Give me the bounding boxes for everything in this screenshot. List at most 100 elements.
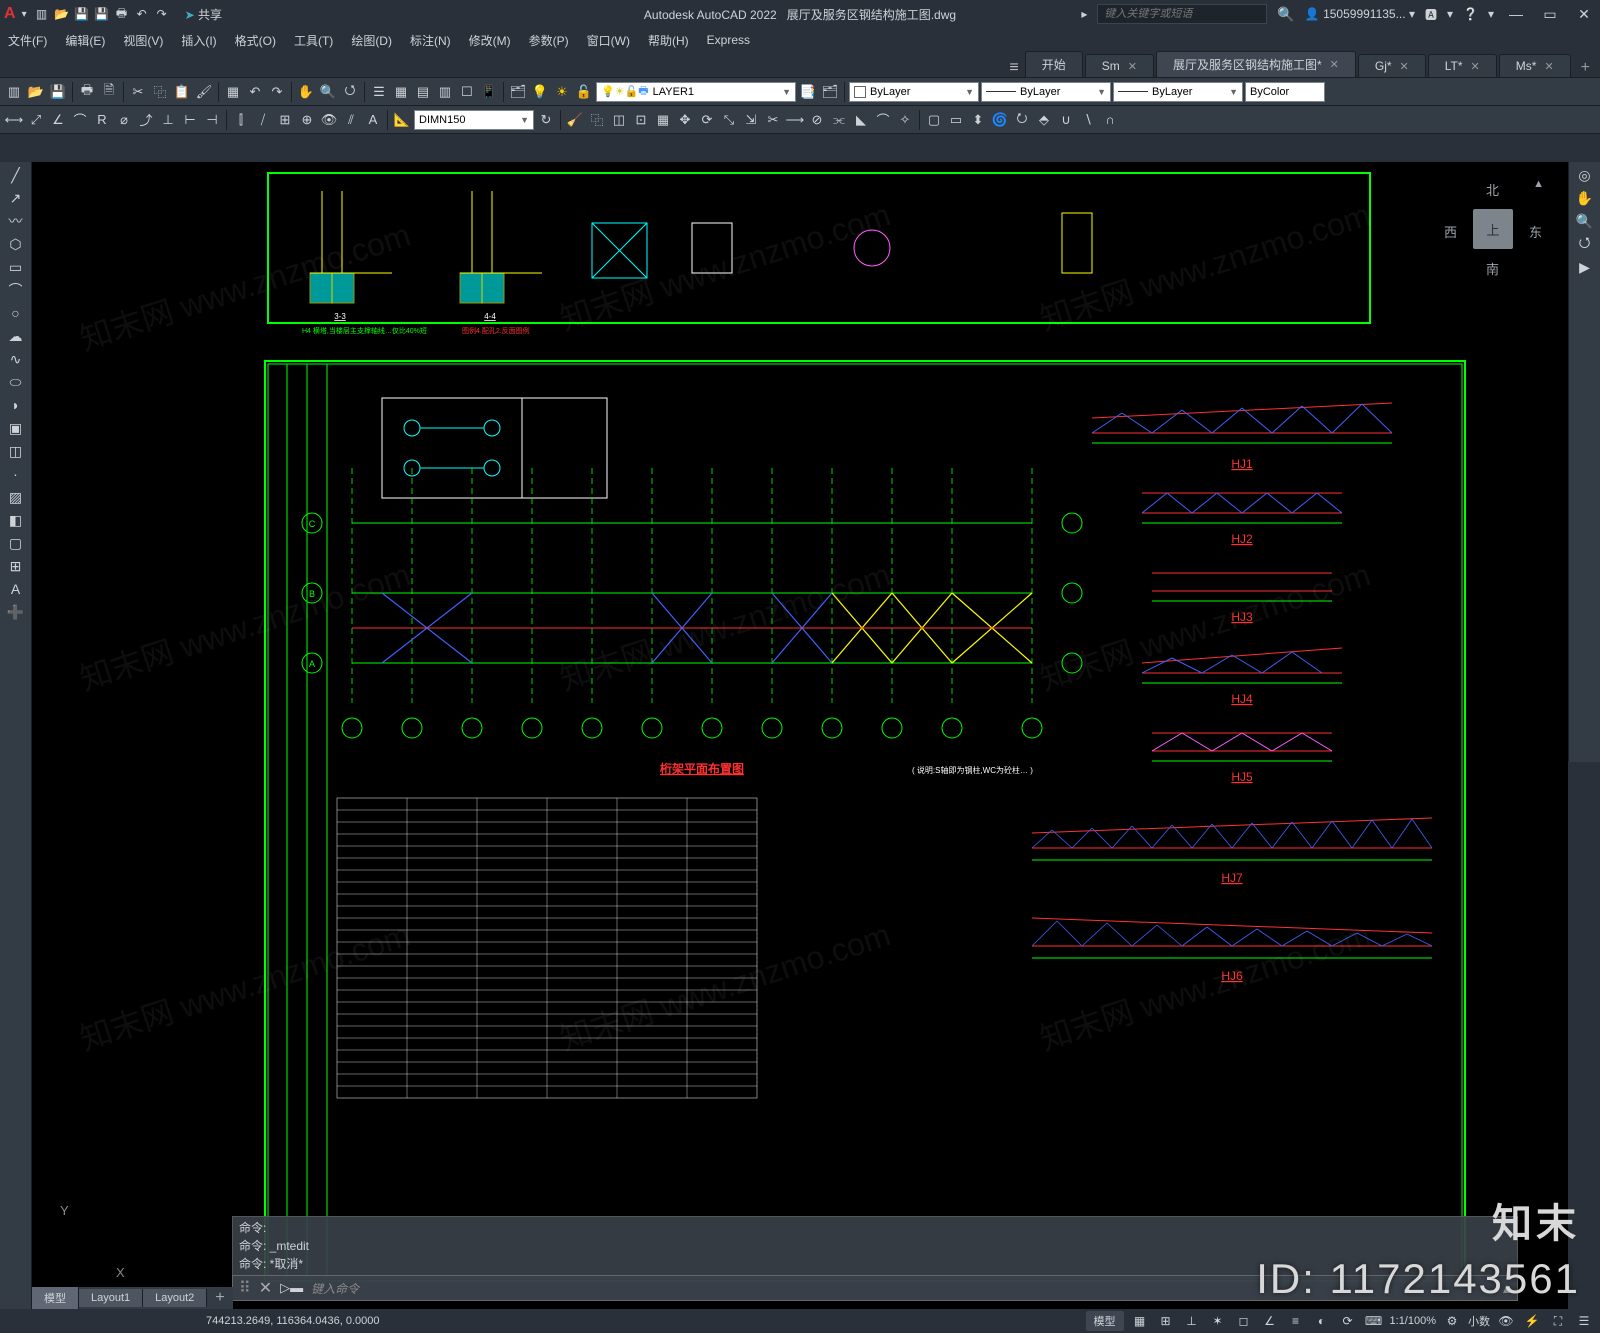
tolerance-icon[interactable]: ⊞ (275, 110, 295, 130)
tab-model[interactable]: 模型 (32, 1287, 79, 1309)
otrack-icon[interactable]: ∠ (1260, 1311, 1280, 1331)
dim-aligned-icon[interactable]: ⤢ (26, 110, 46, 130)
point-icon[interactable]: · (2, 463, 30, 485)
circle-icon[interactable]: ○ (2, 302, 30, 324)
dynamic-input-icon[interactable]: ⌨ (1364, 1311, 1384, 1331)
doc-nav-icon[interactable]: ≡ (1003, 59, 1024, 77)
tab-gj[interactable]: Gj*✕ (1358, 54, 1426, 77)
table-icon[interactable]: ⊞ (2, 555, 30, 577)
tool-palette-icon[interactable]: ▤ (413, 82, 433, 102)
region-icon[interactable]: ▢ (924, 110, 944, 130)
close-icon[interactable]: ✕ (1544, 60, 1553, 73)
design-center-icon[interactable]: ▦ (391, 82, 411, 102)
menu-dimension[interactable]: 标注(N) (410, 32, 451, 49)
trim-icon[interactable]: ✂ (763, 110, 783, 130)
mirror-icon[interactable]: ◫ (609, 110, 629, 130)
addselected-icon[interactable]: ➕ (2, 601, 30, 623)
minimize-button[interactable]: — (1504, 6, 1528, 22)
layer-state-icon[interactable]: 💡 (530, 82, 550, 102)
dim-space-icon[interactable]: ⫿ (231, 110, 251, 130)
menu-insert[interactable]: 插入(I) (181, 32, 216, 49)
dim-text-icon[interactable]: A (363, 110, 383, 130)
polar-icon[interactable]: ✶ (1208, 1311, 1228, 1331)
share-button[interactable]: ➤ 共享 (185, 6, 222, 23)
hardware-accel-icon[interactable]: ⚡ (1522, 1311, 1542, 1331)
orbit-icon[interactable]: ⭯ (1571, 233, 1599, 255)
viewcube-home-icon[interactable]: ▲ (1533, 178, 1544, 190)
search-icon[interactable]: 🔍 (1277, 6, 1294, 23)
polygon-icon[interactable]: ⬡ (2, 233, 30, 255)
new-tab-button[interactable]: + (1573, 59, 1598, 77)
viewcube-e[interactable]: 东 (1529, 222, 1542, 241)
pan-icon[interactable]: ✋ (296, 82, 316, 102)
gear-icon[interactable]: ⚙ (1442, 1311, 1462, 1331)
plotstyle-dropdown[interactable]: ByColor (1245, 82, 1325, 102)
paste-icon[interactable]: 📋 (172, 82, 192, 102)
properties-icon[interactable]: ☰ (369, 82, 389, 102)
erase-icon[interactable]: 🧹 (565, 110, 585, 130)
dim-jogged-icon[interactable]: ⤴ (136, 110, 156, 130)
menu-draw[interactable]: 绘图(D) (351, 32, 392, 49)
open-icon[interactable]: 📂 (26, 82, 46, 102)
close-button[interactable]: ✕ (1572, 6, 1596, 23)
stretch-icon[interactable]: ⇲ (741, 110, 761, 130)
color-dropdown[interactable]: ByLayer▼ (849, 82, 979, 102)
steering-wheel-icon[interactable]: ◎ (1571, 164, 1599, 186)
layer-freeze-icon[interactable]: ☀ (552, 82, 572, 102)
plot-icon[interactable]: 🖶 (77, 82, 97, 102)
grid-icon[interactable]: ▦ (1130, 1311, 1150, 1331)
union-icon[interactable]: ∪ (1056, 110, 1076, 130)
extend-icon[interactable]: ⟶ (785, 110, 805, 130)
menu-help[interactable]: 帮助(H) (648, 32, 689, 49)
restore-button[interactable]: ▭ (1538, 6, 1562, 23)
tab-ms[interactable]: Ms*✕ (1499, 54, 1571, 77)
viewcube[interactable]: ▲ 北 南 东 西 上 (1438, 174, 1548, 284)
undo-icon[interactable]: ↶ (133, 5, 151, 23)
saveas-icon[interactable]: 💾 (93, 5, 111, 23)
lineweight-icon[interactable]: ≡ (1286, 1311, 1306, 1331)
menu-edit[interactable]: 编辑(E) (65, 32, 105, 49)
autodesk-app-icon[interactable]: 🅰 (1425, 6, 1437, 23)
selection-cycling-icon[interactable]: ⟳ (1338, 1311, 1358, 1331)
dim-radius-icon[interactable]: R (92, 110, 112, 130)
make-block-icon[interactable]: ◫ (2, 440, 30, 462)
dim-continue-icon[interactable]: ⊣ (202, 110, 222, 130)
revcloud-icon[interactable]: ☁ (2, 325, 30, 347)
rotate-icon[interactable]: ⟳ (697, 110, 717, 130)
layer-prev-icon[interactable]: 📑 (798, 82, 818, 102)
extrude-icon[interactable]: ▭ (946, 110, 966, 130)
customize-icon[interactable]: ☰ (1574, 1311, 1594, 1331)
undo-icon[interactable]: ↶ (245, 82, 265, 102)
plot-icon[interactable]: 🖶 (113, 5, 131, 23)
presspull-icon[interactable]: ⬍ (968, 110, 988, 130)
sweep-icon[interactable]: 🌀 (990, 110, 1010, 130)
polyline-icon[interactable]: 〰 (2, 210, 30, 232)
layer-manager-icon[interactable]: 🗂 (508, 82, 528, 102)
chamfer-icon[interactable]: ◣ (851, 110, 871, 130)
join-icon[interactable]: ⫘ (829, 110, 849, 130)
intersect-icon[interactable]: ∩ (1100, 110, 1120, 130)
block-icon[interactable]: ▦ (223, 82, 243, 102)
menu-modify[interactable]: 修改(M) (469, 32, 511, 49)
dim-break-icon[interactable]: ⧸ (253, 110, 273, 130)
help-search-input[interactable] (1097, 4, 1267, 24)
layer-dropdown[interactable]: 💡☀🔓🖶 LAYER1▼ (596, 82, 796, 102)
menu-parametric[interactable]: 参数(P) (529, 32, 569, 49)
dimstyle-icon[interactable]: 📐 (392, 110, 412, 130)
copy-icon[interactable]: ⿻ (587, 110, 607, 130)
close-icon[interactable]: ✕ (1330, 58, 1339, 71)
cut-icon[interactable]: ✂ (128, 82, 148, 102)
break-icon[interactable]: ⊘ (807, 110, 827, 130)
dim-inspect-icon[interactable]: 👁 (319, 110, 339, 130)
layer-lock-icon[interactable]: 🔓 (574, 82, 594, 102)
tab-main[interactable]: 展厅及服务区钢结构施工图*✕ (1156, 51, 1356, 77)
save-icon[interactable]: 💾 (48, 82, 68, 102)
array-icon[interactable]: ▦ (653, 110, 673, 130)
redo-icon[interactable]: ↷ (153, 5, 171, 23)
ellipse-icon[interactable]: ⬭ (2, 371, 30, 393)
zoom-extents-icon[interactable]: 🔍 (1571, 210, 1599, 232)
orbit-icon[interactable]: ⭯ (340, 82, 360, 102)
showmotion-icon[interactable]: ▶ (1571, 256, 1599, 278)
tab-sm[interactable]: Sm✕ (1085, 54, 1154, 77)
save-icon[interactable]: 💾 (73, 5, 91, 23)
